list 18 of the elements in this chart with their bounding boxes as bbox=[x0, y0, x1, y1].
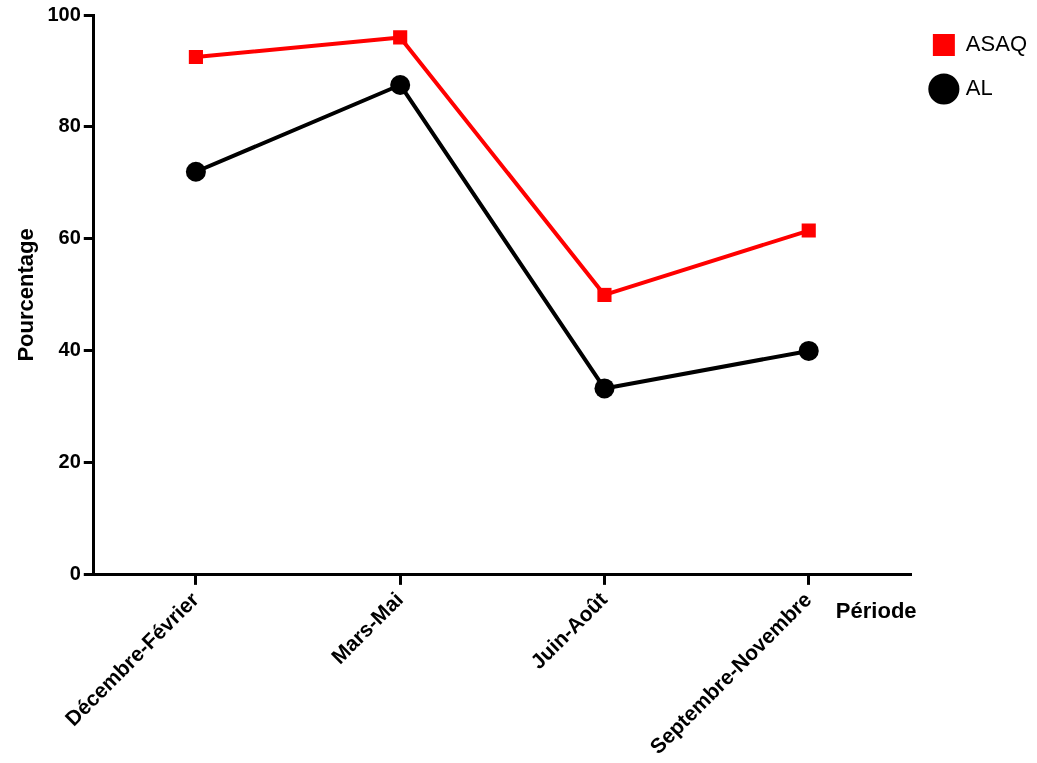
y-tick-label: 40 bbox=[58, 338, 81, 361]
y-tick-label: 20 bbox=[58, 450, 81, 473]
point bbox=[393, 30, 408, 45]
point bbox=[798, 340, 819, 361]
legend-label: ASAQ bbox=[965, 31, 1028, 57]
point bbox=[188, 49, 203, 65]
legend-label: AL bbox=[965, 75, 993, 101]
y-tick-label: 80 bbox=[58, 114, 81, 137]
y-tick-label: 0 bbox=[69, 562, 81, 585]
point bbox=[390, 74, 411, 95]
x-axis-title: Période bbox=[835, 597, 917, 623]
point bbox=[801, 223, 816, 238]
y-axis-title: Pourcentage bbox=[13, 228, 39, 362]
point bbox=[185, 161, 206, 182]
y-tick-label: 100 bbox=[47, 2, 81, 25]
y-tick-label: 60 bbox=[58, 226, 81, 249]
point bbox=[597, 287, 612, 302]
point bbox=[594, 378, 615, 399]
